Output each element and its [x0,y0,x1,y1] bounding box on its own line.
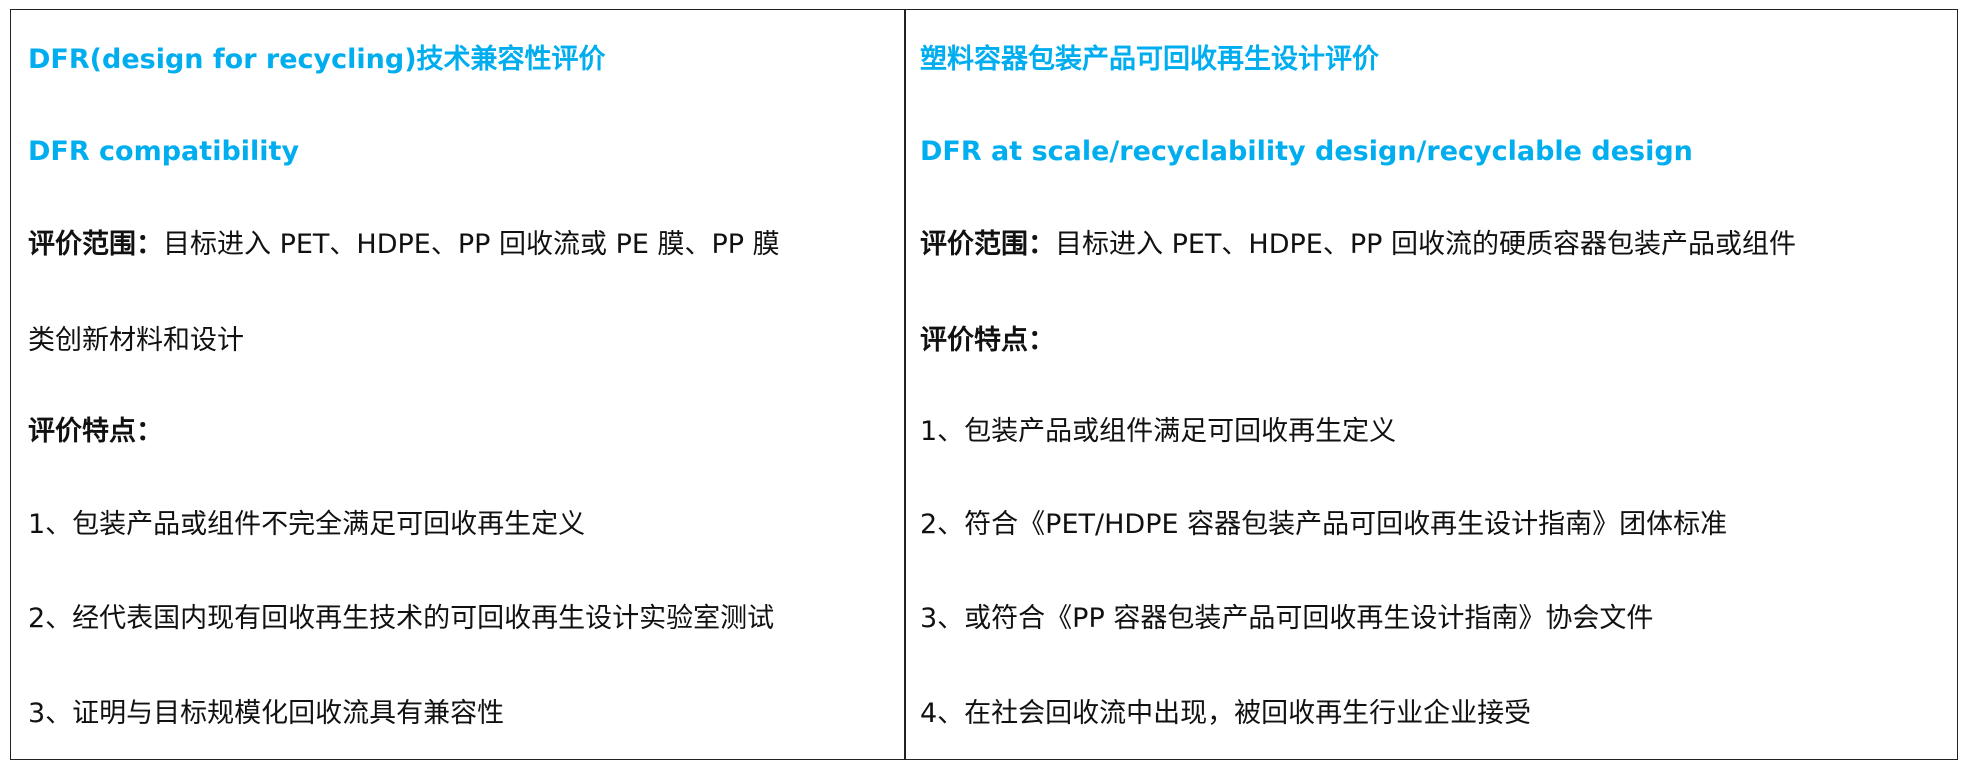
left-scope-cont: 类创新材料和设计 [28,325,244,356]
comparison-table: DFR(design for recycling)技术兼容性评价 DFR com… [10,9,1958,760]
left-scope-label: 评价范围： [28,229,163,260]
column-divider [904,10,906,759]
right-feature-item: 3、或符合《PP 容器包装产品可回收再生设计指南》协会文件 [920,603,1654,634]
right-scope: 评价范围：目标进入 PET、HDPE、PP 回收流的硬质容器包装产品或组件 [920,228,1796,262]
left-subtitle: DFR compatibility [28,136,300,167]
right-feature-item: 2、符合《PET/HDPE 容器包装产品可回收再生设计指南》团体标准 [920,509,1728,540]
right-feature-item: 1、包装产品或组件满足可回收再生定义 [920,416,1397,447]
left-feature-item: 3、证明与目标规模化回收流具有兼容性 [28,698,505,729]
right-feature-item: 4、在社会回收流中出现，被回收再生行业企业接受 [920,698,1532,729]
right-scope-label: 评价范围： [920,229,1055,260]
right-title: 塑料容器包装产品可回收再生设计评价 [920,44,1379,75]
right-subtitle: DFR at scale/recyclability design/recycl… [920,136,1693,167]
right-scope-text: 目标进入 PET、HDPE、PP 回收流的硬质容器包装产品或组件 [1055,229,1796,260]
left-feature-item: 1、包装产品或组件不完全满足可回收再生定义 [28,509,586,540]
left-scope-text: 目标进入 PET、HDPE、PP 回收流或 PE 膜、PP 膜 [163,229,780,260]
right-features-label: 评价特点： [920,325,1055,356]
left-title: DFR(design for recycling)技术兼容性评价 [28,44,606,75]
left-feature-item: 2、经代表国内现有回收再生技术的可回收再生设计实验室测试 [28,603,775,634]
left-scope: 评价范围：目标进入 PET、HDPE、PP 回收流或 PE 膜、PP 膜 [28,228,780,262]
left-features-label: 评价特点： [28,416,163,447]
